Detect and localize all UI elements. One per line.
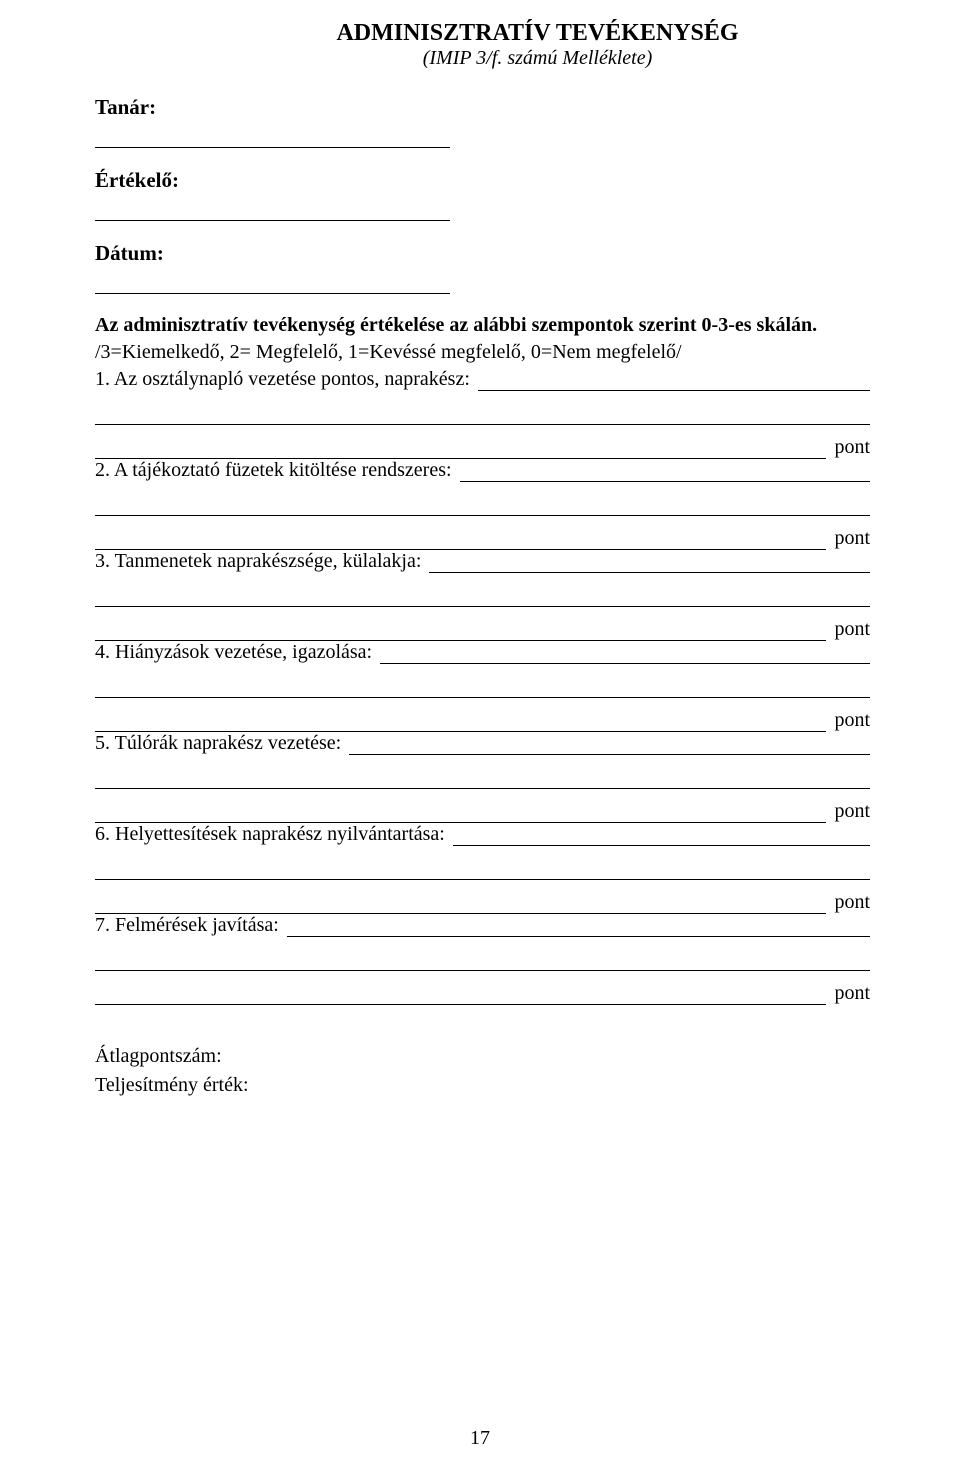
item-4-line-2[interactable] — [95, 664, 870, 698]
subtitle: (IMIP 3/f. számú Melléklete) — [205, 47, 870, 70]
item-3-pont-label: pont — [834, 618, 870, 641]
item-4-input-line[interactable] — [380, 642, 870, 664]
item-5-input-line[interactable] — [349, 733, 870, 755]
item-3-line-2[interactable] — [95, 573, 870, 607]
item-7-line-2[interactable] — [95, 937, 870, 971]
field-ertekelo-line[interactable] — [95, 197, 450, 221]
item-7-pont-label: pont — [834, 982, 870, 1005]
item-3-label: 3. Tanmenetek naprakészsége, külalakja: — [95, 550, 421, 573]
field-datum-label: Dátum: — [95, 241, 870, 266]
field-tanar-line[interactable] — [95, 124, 450, 148]
item-2-input-line[interactable] — [460, 460, 870, 482]
item-7-input-line[interactable] — [287, 915, 870, 937]
main-title: ADMINISZTRATÍV TEVÉKENYSÉG — [205, 20, 870, 47]
item-6-pont-label: pont — [834, 891, 870, 914]
field-ertekelo-label: Értékelő: — [95, 168, 870, 193]
field-tanar-label: Tanár: — [95, 95, 870, 120]
item-5-line-2[interactable] — [95, 755, 870, 789]
item-4-label: 4. Hiányzások vezetése, igazolása: — [95, 641, 372, 664]
item-3-input-line[interactable] — [429, 551, 870, 573]
item-5-pont-line[interactable] — [95, 801, 826, 823]
item-6-pont-line[interactable] — [95, 892, 826, 914]
field-datum-line[interactable] — [95, 270, 450, 294]
summary-teljesitmeny: Teljesítmény érték: — [95, 1074, 870, 1097]
item-5-label: 5. Túlórák naprakész vezetése: — [95, 732, 341, 755]
scale-text: /3=Kiemelkedő, 2= Megfelelő, 1=Kevéssé m… — [95, 341, 870, 364]
item-2-pont-line[interactable] — [95, 528, 826, 550]
item-1-pont-label: pont — [834, 436, 870, 459]
summary-atlag: Átlagpontszám: — [95, 1045, 870, 1068]
item-6-label: 6. Helyettesítések naprakész nyilvántart… — [95, 823, 445, 846]
item-3-pont-line[interactable] — [95, 619, 826, 641]
item-2-pont-label: pont — [834, 527, 870, 550]
item-5-pont-label: pont — [834, 800, 870, 823]
intro-text: Az adminisztratív tevékenység értékelése… — [95, 314, 870, 337]
item-4-pont-label: pont — [834, 709, 870, 732]
item-7-pont-line[interactable] — [95, 983, 826, 1005]
item-6-line-2[interactable] — [95, 846, 870, 880]
item-2-label: 2. A tájékoztató füzetek kitöltése rends… — [95, 459, 452, 482]
item-7-label: 7. Felmérések javítása: — [95, 914, 279, 937]
item-1-line-2[interactable] — [95, 391, 870, 425]
item-6-input-line[interactable] — [453, 824, 870, 846]
item-1-input-line[interactable] — [478, 369, 870, 391]
item-4-pont-line[interactable] — [95, 710, 826, 732]
item-2-line-2[interactable] — [95, 482, 870, 516]
item-1-label: 1. Az osztálynapló vezetése pontos, napr… — [95, 368, 470, 391]
item-1-pont-line[interactable] — [95, 437, 826, 459]
page-number: 17 — [0, 1427, 960, 1450]
